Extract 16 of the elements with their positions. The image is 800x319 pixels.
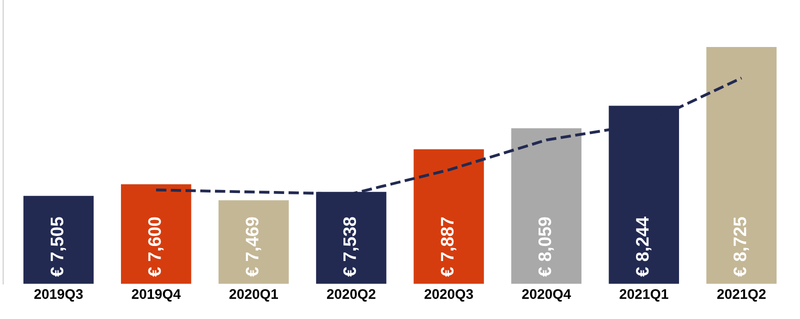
x-tick-label: 2021Q1 — [620, 289, 668, 302]
x-tick-label: 2020Q3 — [424, 289, 473, 302]
x-tick-label: 2019Q3 — [34, 289, 83, 302]
data-label: € 8,244 — [636, 216, 652, 277]
x-tick-label: 2020Q1 — [229, 289, 278, 302]
data-label: € 8,059 — [538, 217, 554, 277]
data-label: € 7,469 — [246, 217, 262, 277]
data-label: € 7,505 — [50, 217, 66, 277]
data-label: € 7,538 — [343, 217, 359, 277]
x-tick-label: 2021Q2 — [717, 289, 766, 302]
x-tick-label: 2020Q4 — [522, 289, 571, 302]
data-label: € 7,887 — [440, 217, 456, 277]
x-tick-label: 2020Q2 — [326, 289, 376, 302]
data-label: € 7,600 — [148, 217, 164, 277]
x-tick-label: 2019Q4 — [132, 289, 181, 302]
data-label: € 8,725 — [734, 217, 749, 277]
